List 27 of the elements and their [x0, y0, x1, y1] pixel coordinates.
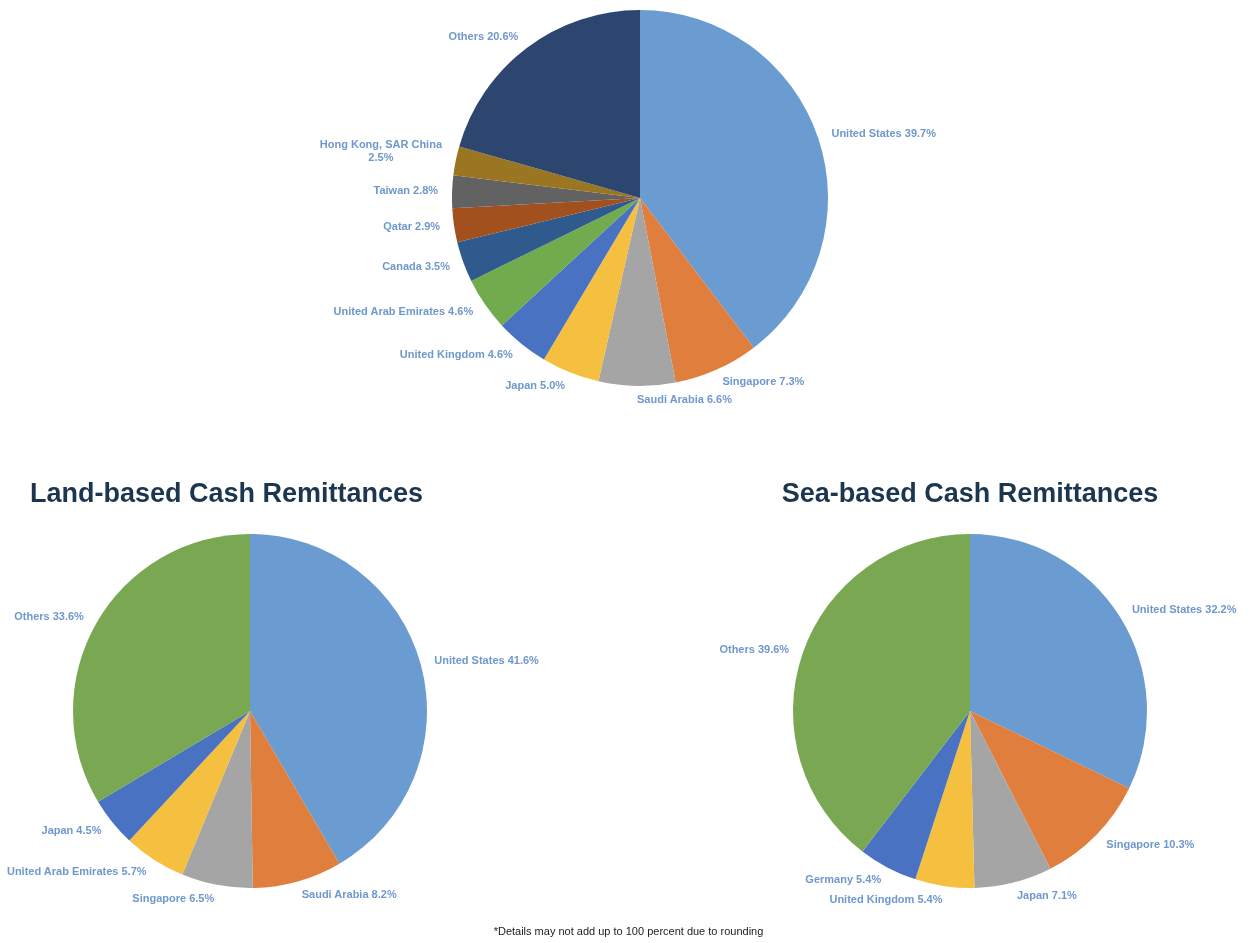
slice-label: Others 20.6%	[448, 29, 519, 42]
slice-label: Taiwan 2.8%	[373, 184, 439, 197]
slice-label: Japan 7.1%	[1016, 889, 1078, 902]
slice-label: United Arab Emirates 5.7%	[6, 864, 147, 877]
slice-label: United States 39.7%	[831, 126, 937, 139]
slice-label: Japan 4.5%	[41, 824, 102, 837]
slice-label: Others 33.6%	[14, 609, 85, 622]
chart-title: Sea-based Cash Remittances	[780, 478, 1160, 509]
slice-label: Hong Kong, SAR China	[319, 138, 443, 151]
slice-label: United Kingdom 5.4%	[829, 893, 943, 906]
slice-label: Saudi Arabia 8.2%	[301, 887, 397, 900]
slice-label: Japan 5.0%	[505, 378, 566, 391]
data-label: 2.5%	[368, 151, 394, 164]
slice-label: Singapore 7.3%	[722, 375, 805, 388]
slice-label: United States 32.2%	[1131, 602, 1237, 615]
slice-label: Germany 5.4%	[805, 873, 882, 886]
slice-label: Saudi Arabia 6.6%	[637, 393, 733, 406]
slice-label: Singapore 10.3%	[1106, 837, 1195, 850]
slice-label: Singapore 6.5%	[132, 891, 215, 904]
slice-label: United Kingdom 4.6%	[399, 347, 514, 360]
slice-label: United States 41.6%	[434, 653, 540, 666]
slice-label: Others 39.6%	[719, 642, 790, 655]
text: *Details may not add up to 100 percent due to rounding	[492, 925, 765, 937]
chart-title: Land-based Cash Remittances	[30, 478, 424, 509]
slice-label: United Arab Emirates 4.6%	[333, 305, 474, 318]
slice-label: Canada 3.5%	[382, 259, 451, 272]
slice-label: Qatar 2.9%	[383, 220, 441, 233]
